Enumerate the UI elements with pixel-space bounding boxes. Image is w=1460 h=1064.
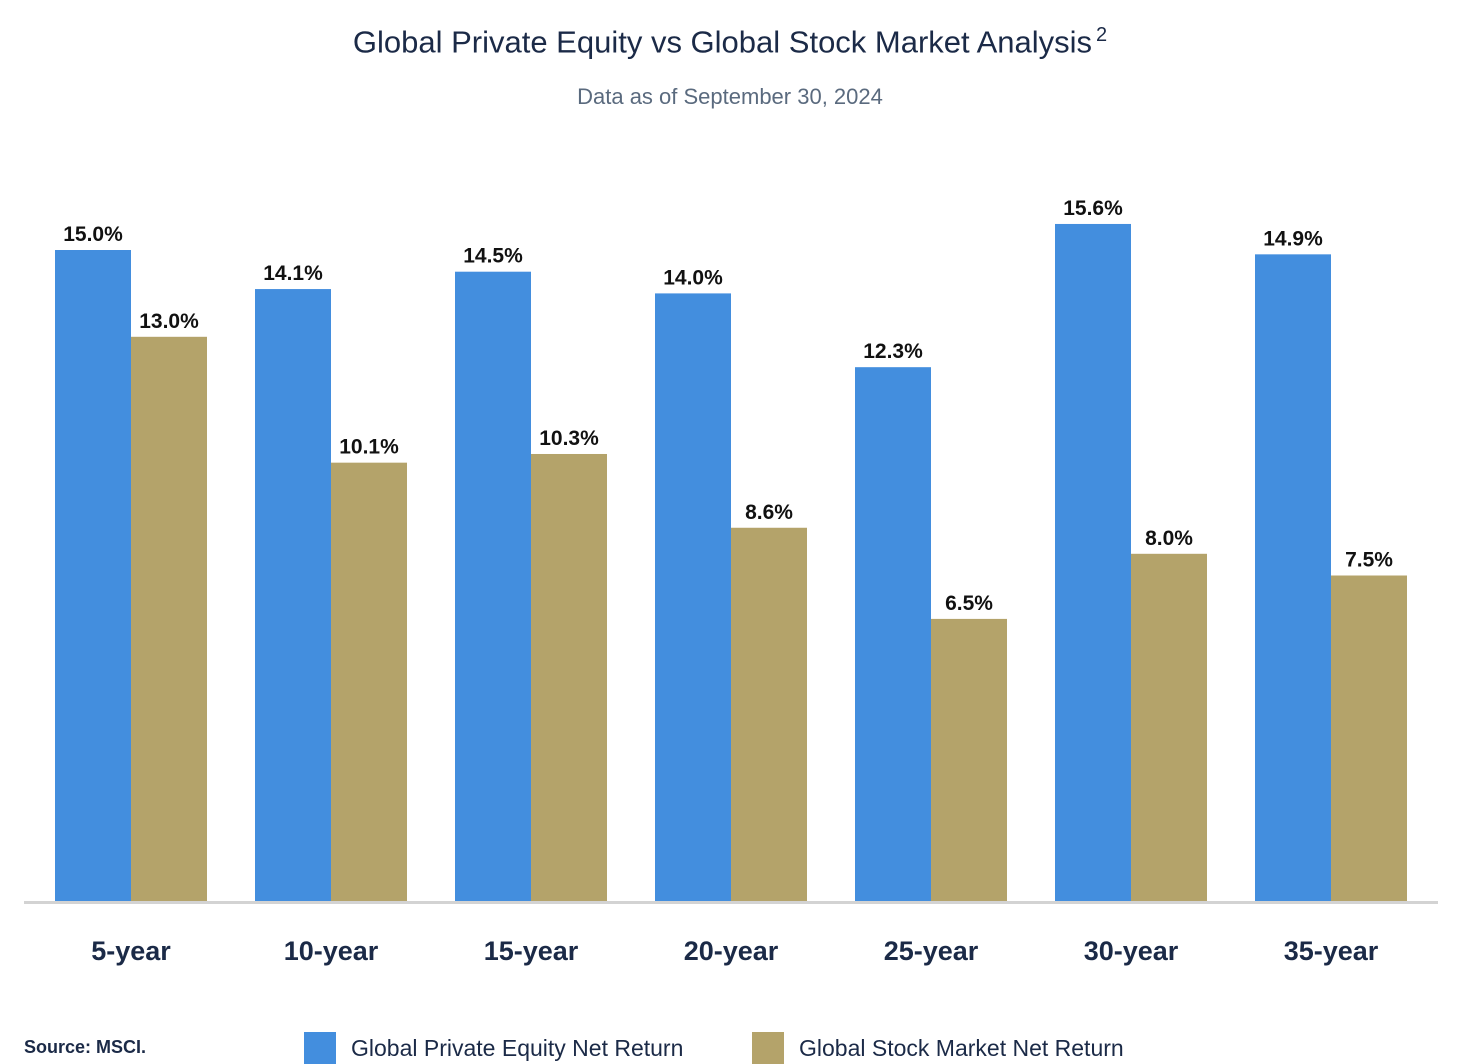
x-tick-label-5-year: 5-year — [91, 936, 171, 966]
bar-stock-market-25-year — [931, 618, 1007, 901]
legend-label-stock-market: Global Stock Market Net Return — [799, 1034, 1124, 1061]
data-label-stock-market-20-year: 8.6% — [745, 501, 793, 524]
x-tick-label-30-year: 30-year — [1084, 936, 1179, 966]
data-label-private-equity-20-year: 14.0% — [663, 266, 723, 289]
x-tick-label-20-year: 20-year — [684, 936, 779, 966]
bar-stock-market-30-year — [1131, 553, 1207, 901]
x-tick-label-35-year: 35-year — [1284, 936, 1379, 966]
legend-item-stock-market: Global Stock Market Net Return — [752, 1032, 1124, 1064]
source-note: Source: MSCI. — [24, 1037, 147, 1057]
bar-stock-market-15-year — [531, 453, 607, 901]
bar-stock-market-35-year — [1331, 575, 1407, 901]
bar-private-equity-15-year — [455, 271, 531, 901]
bar-private-equity-10-year — [255, 289, 331, 901]
title-footnote-marker: 2 — [1096, 24, 1108, 46]
x-tick-label-10-year: 10-year — [284, 936, 379, 966]
bar-stock-market-5-year — [131, 336, 207, 901]
data-label-stock-market-30-year: 8.0% — [1145, 527, 1193, 550]
data-label-private-equity-10-year: 14.1% — [263, 262, 323, 285]
data-label-private-equity-15-year: 14.5% — [463, 245, 523, 268]
legend-swatch-stock-market — [752, 1032, 784, 1064]
data-label-stock-market-25-year: 6.5% — [945, 592, 993, 615]
data-label-stock-market-35-year: 7.5% — [1345, 549, 1393, 572]
bar-stock-market-10-year — [331, 462, 407, 901]
data-label-stock-market-5-year: 13.0% — [139, 310, 199, 333]
bar-private-equity-35-year — [1255, 254, 1331, 902]
x-tick-label-15-year: 15-year — [484, 936, 579, 966]
data-label-stock-market-15-year: 10.3% — [539, 427, 599, 450]
data-label-private-equity-35-year: 14.9% — [1263, 227, 1323, 250]
legend-label-private-equity: Global Private Equity Net Return — [351, 1034, 684, 1061]
bar-private-equity-5-year — [55, 250, 131, 901]
legend-swatch-private-equity — [304, 1032, 336, 1064]
bar-private-equity-25-year — [855, 367, 931, 901]
data-label-private-equity-5-year: 15.0% — [63, 223, 123, 246]
chart-title: Global Private Equity vs Global Stock Ma… — [0, 24, 1460, 60]
bar-private-equity-20-year — [655, 293, 731, 901]
chart-title-text: Global Private Equity vs Global Stock Ma… — [352, 24, 1093, 60]
data-label-private-equity-25-year: 12.3% — [863, 340, 923, 363]
data-label-private-equity-30-year: 15.6% — [1063, 197, 1123, 220]
chart-subtitle: Data as of September 30, 2024 — [577, 84, 883, 109]
data-label-stock-market-10-year: 10.1% — [339, 436, 399, 459]
bar-private-equity-30-year — [1055, 223, 1131, 901]
legend-item-private-equity: Global Private Equity Net Return — [304, 1032, 683, 1064]
x-tick-label-25-year: 25-year — [884, 936, 979, 966]
bar-stock-market-20-year — [731, 527, 807, 901]
